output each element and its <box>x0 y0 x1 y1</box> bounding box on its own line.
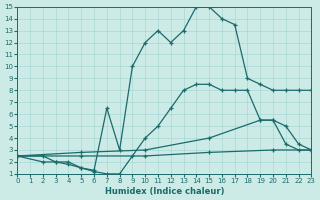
X-axis label: Humidex (Indice chaleur): Humidex (Indice chaleur) <box>105 187 224 196</box>
